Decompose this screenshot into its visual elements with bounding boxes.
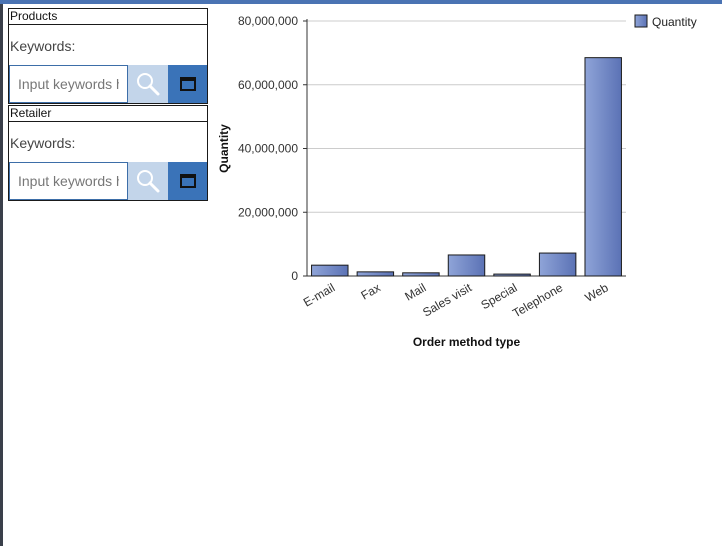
retailer-filter: Retailer Keywords: — [8, 105, 208, 201]
bar-e-mail — [311, 264, 349, 277]
bar-chart: 0 20,000,000 40,000,000 60,000,000 80,000,00… — [217, 14, 697, 349]
y-axis-title: Quantity — [217, 124, 231, 173]
x-tick-label: Fax — [359, 280, 383, 302]
search-row — [9, 162, 207, 200]
browse-button[interactable] — [168, 65, 207, 103]
x-tick-label: Sales visit — [420, 280, 474, 319]
search-icon — [137, 73, 160, 96]
legend-label: Quantity — [652, 15, 697, 29]
left-edge-border — [0, 4, 3, 546]
search-icon — [137, 170, 160, 193]
keywords-label: Keywords: — [10, 135, 76, 151]
window-icon — [179, 174, 196, 188]
search-input[interactable] — [9, 65, 128, 103]
x-axis-title: Order method type — [413, 335, 521, 349]
search-row — [9, 65, 207, 103]
products-filter: Products Keywords: — [8, 8, 208, 104]
window-icon — [179, 77, 196, 91]
y-tick-label: 0 — [291, 269, 298, 283]
bar-telephone — [538, 252, 577, 277]
search-button[interactable] — [128, 162, 168, 200]
y-tick-label: 80,000,000 — [238, 14, 298, 28]
keywords-label: Keywords: — [10, 38, 76, 54]
x-tick-label: E-mail — [301, 280, 337, 309]
bar-special — [493, 273, 531, 277]
filter-title: Products — [9, 9, 207, 25]
y-tick-label: 40,000,000 — [238, 142, 298, 156]
bar-mail — [402, 272, 440, 277]
search-button[interactable] — [128, 65, 168, 103]
legend-swatch — [634, 14, 648, 28]
x-tick-label: Telephone — [510, 280, 565, 320]
y-tick-label: 60,000,000 — [238, 78, 298, 92]
x-tick-label: Web — [583, 280, 611, 305]
bar-web — [584, 57, 622, 277]
bar-fax — [356, 271, 395, 277]
browse-button[interactable] — [168, 162, 207, 200]
filter-title: Retailer — [9, 106, 207, 122]
bar-sales-visit — [447, 254, 486, 277]
x-tick-label: Mail — [402, 280, 428, 303]
top-accent-bar — [0, 0, 722, 4]
y-tick-label: 20,000,000 — [238, 205, 298, 219]
search-input[interactable] — [9, 162, 128, 200]
